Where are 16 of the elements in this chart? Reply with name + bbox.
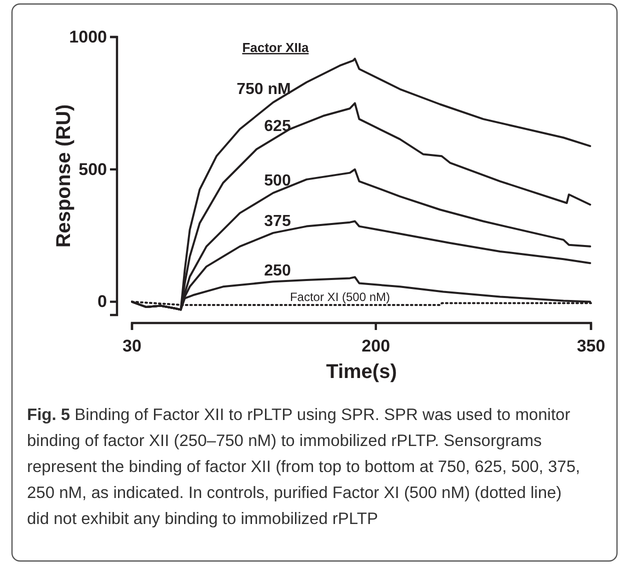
series-label: 375 <box>264 213 291 230</box>
series-label: 500 <box>264 172 291 190</box>
x-tick-label: 350 <box>576 336 606 356</box>
legend-title: Factor XIIa <box>242 40 310 55</box>
y-tick-label: 500 <box>78 160 107 179</box>
series-label: 750 nM <box>236 81 291 98</box>
series-label: 625 <box>264 118 291 135</box>
series-label: 250 <box>264 262 291 280</box>
series-label: Factor XI (500 nM) <box>290 290 390 304</box>
y-tick-label: 1000 <box>69 27 107 46</box>
x-axis-title: Time(s) <box>326 361 397 383</box>
y-tick-label: 0 <box>98 292 107 312</box>
x-tick-label: 200 <box>362 336 390 356</box>
x-tick-label: 30 <box>122 336 142 356</box>
y-axis-title: Response (RU) <box>53 104 75 248</box>
caption: Fig. 5 Binding of Factor XII to rPLTP using SPR. SPR was used to monitor binding of factor XII (250–750 nM) to immobilized rPLTP. Sensorgrams represent the binding of factor XII (from top to bottom at 750, 625, 500, 375, 250 nM, as indicated. In controls, purified Factor XI (500 nM) (dotted line) did not exhibit any binding to immobilized rPLTP <box>27 406 580 528</box>
